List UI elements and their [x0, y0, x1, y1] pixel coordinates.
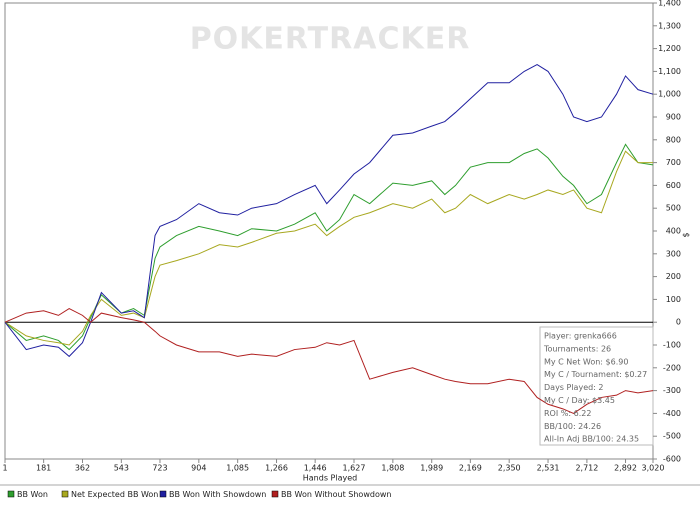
legend-swatch	[271, 490, 279, 498]
stats-line: ROI %: 6.22	[544, 409, 591, 418]
y-tick-label: 600	[666, 181, 681, 190]
y-tick-label: -100	[663, 341, 681, 350]
y-tick-label: 1,100	[658, 67, 681, 76]
x-tick-label: 543	[114, 464, 129, 473]
stats-line: Tournaments: 26	[543, 344, 611, 353]
y-tick-label: 1,300	[658, 21, 681, 30]
y-tick-label: -500	[663, 432, 681, 441]
y-tick-label: 1,000	[658, 90, 681, 99]
x-tick-label: 362	[75, 464, 90, 473]
stats-line: My C Net Won: $6.90	[544, 357, 628, 366]
y-tick-label: 700	[666, 158, 681, 167]
legend-label: BB Won	[17, 490, 48, 499]
legend-label: BB Won Without Showdown	[281, 490, 391, 499]
x-tick-label: 2,531	[537, 464, 560, 473]
series-line	[4, 143, 654, 351]
stats-box	[539, 326, 654, 446]
stats-line: All-In Adj BB/100: 24.35	[544, 435, 639, 444]
y-tick-label: -600	[663, 455, 681, 464]
x-tick-label: 181	[36, 464, 51, 473]
y-tick-label: -400	[663, 409, 681, 418]
stats-line: Player: grenka666	[544, 332, 617, 341]
y-tick-label: 1,400	[658, 0, 681, 8]
legend-label: BB Won With Showdown	[169, 490, 266, 499]
x-tick-label: 2,892	[614, 464, 637, 473]
y-tick-label: 0	[676, 318, 681, 327]
series-line	[4, 63, 654, 358]
y-tick-label: 100	[666, 295, 681, 304]
x-tick-label: 2,350	[498, 464, 521, 473]
x-tick-label: 1,266	[265, 464, 288, 473]
y-tick-label: 300	[666, 249, 681, 258]
x-tick-label: 1,085	[226, 464, 249, 473]
x-tick-label: 1,446	[304, 464, 327, 473]
x-tick-label: 1,627	[343, 464, 366, 473]
y-tick-label: 800	[666, 135, 681, 144]
x-tick-label: 1,989	[420, 464, 443, 473]
y-tick-label: 500	[666, 204, 681, 213]
y-tick-label: 200	[666, 272, 681, 281]
x-tick-label: 1,808	[381, 464, 404, 473]
legend-swatch	[61, 490, 69, 498]
y-tick-label: 1,200	[658, 44, 681, 53]
legend-swatch	[159, 490, 167, 498]
x-axis-label: Hands Played	[303, 474, 357, 483]
x-tick-label: 1	[2, 464, 7, 473]
series-line	[4, 307, 654, 414]
x-tick-label: 3,020	[642, 464, 665, 473]
x-tick-label: 904	[191, 464, 206, 473]
watermark: POKERTRACKER	[190, 22, 471, 57]
y-tick-label: -200	[663, 363, 681, 372]
stats-line: BB/100: 24.26	[544, 422, 601, 431]
y-axis-label: $	[682, 232, 691, 237]
stats-line: My C / Day: $3.45	[544, 396, 615, 405]
stats-line: My C / Tournament: $0.27	[544, 370, 647, 379]
x-tick-label: 723	[152, 464, 167, 473]
series-line	[4, 150, 653, 346]
y-tick-label: -300	[663, 386, 681, 395]
y-tick-label: 900	[666, 113, 681, 122]
x-tick-label: 2,712	[575, 464, 598, 473]
x-tick-label: 2,169	[459, 464, 482, 473]
stats-line: Days Played: 2	[544, 383, 604, 392]
legend-swatch	[7, 490, 15, 498]
y-tick-label: 400	[666, 227, 681, 236]
legend-label: Net Expected BB Won	[71, 490, 158, 499]
